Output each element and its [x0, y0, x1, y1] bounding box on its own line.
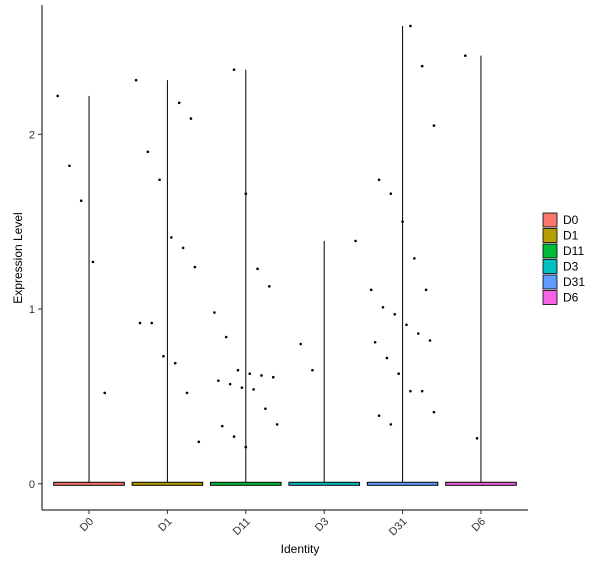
point: [173, 361, 177, 365]
point: [91, 260, 95, 264]
point: [189, 117, 193, 120]
point: [252, 388, 255, 391]
point: [150, 321, 154, 325]
legend-key: [542, 228, 558, 243]
point: [193, 265, 197, 269]
point: [432, 410, 436, 414]
point: [177, 101, 181, 105]
point: [264, 407, 267, 410]
point: [232, 435, 236, 438]
violin-base: [445, 481, 517, 486]
point: [389, 423, 393, 426]
point: [377, 178, 381, 182]
x-tick-label: D3: [313, 516, 331, 534]
point: [68, 164, 71, 168]
point: [416, 332, 420, 335]
x-tick-label: D11: [231, 516, 253, 538]
legend-label: D3: [563, 260, 579, 274]
legend-label: D31: [563, 275, 585, 289]
point: [240, 386, 244, 389]
violin-base: [131, 481, 204, 486]
legend-key: [542, 259, 558, 274]
point: [185, 391, 189, 395]
point: [369, 288, 373, 292]
point: [401, 220, 404, 223]
point: [397, 372, 400, 376]
x-tick-label: D0: [78, 516, 96, 534]
y-axis-label: Expression Level: [11, 212, 25, 303]
point: [162, 354, 165, 358]
point: [271, 375, 275, 379]
legend-key: [542, 290, 558, 305]
point: [463, 54, 467, 57]
point: [158, 178, 161, 182]
legend-label: D0: [563, 213, 579, 227]
point: [373, 340, 377, 344]
point: [217, 379, 220, 382]
point: [236, 368, 240, 372]
point: [268, 285, 271, 288]
point: [420, 64, 424, 68]
legend-label: D1: [563, 229, 579, 243]
point: [354, 239, 357, 243]
point: [232, 68, 236, 71]
legend-key: [542, 212, 558, 228]
x-tick-label: D31: [387, 516, 410, 539]
point: [134, 78, 138, 82]
point: [56, 94, 59, 98]
violin-base: [366, 481, 439, 486]
point: [409, 24, 412, 28]
point: [248, 372, 252, 376]
point: [385, 356, 389, 360]
legend-label: D6: [563, 291, 579, 305]
point: [224, 335, 228, 339]
x-tick-label: D1: [156, 516, 174, 534]
point: [170, 236, 173, 239]
point: [138, 321, 142, 325]
point: [146, 150, 150, 154]
point: [389, 192, 393, 196]
point: [377, 414, 381, 417]
y-tick-label: 2: [29, 129, 35, 141]
point: [409, 389, 412, 393]
legend-key: [542, 274, 558, 290]
point: [79, 199, 83, 203]
point: [413, 257, 416, 260]
legend-label: D11: [563, 244, 584, 258]
point: [213, 311, 216, 314]
point: [275, 423, 279, 426]
point: [260, 374, 263, 377]
point: [393, 312, 397, 316]
point: [228, 382, 232, 386]
x-axis-label: Identity: [281, 542, 320, 556]
point: [428, 339, 432, 342]
point: [475, 437, 479, 440]
point: [197, 440, 201, 444]
point: [220, 424, 224, 428]
y-tick-label: 0: [29, 479, 35, 491]
point: [432, 124, 436, 127]
violin-base: [53, 481, 125, 486]
point: [181, 246, 185, 250]
point: [405, 323, 408, 327]
x-tick-label: D6: [470, 516, 488, 534]
point: [244, 445, 248, 449]
y-tick-label: 1: [29, 304, 35, 316]
point: [381, 306, 385, 309]
point: [424, 288, 428, 292]
point: [103, 391, 107, 395]
point: [244, 192, 248, 196]
violin-base: [288, 481, 360, 486]
point: [311, 368, 314, 372]
point: [420, 389, 424, 393]
legend-key: [542, 243, 558, 259]
point: [299, 342, 302, 346]
violin-base: [210, 481, 282, 486]
point: [256, 267, 259, 271]
